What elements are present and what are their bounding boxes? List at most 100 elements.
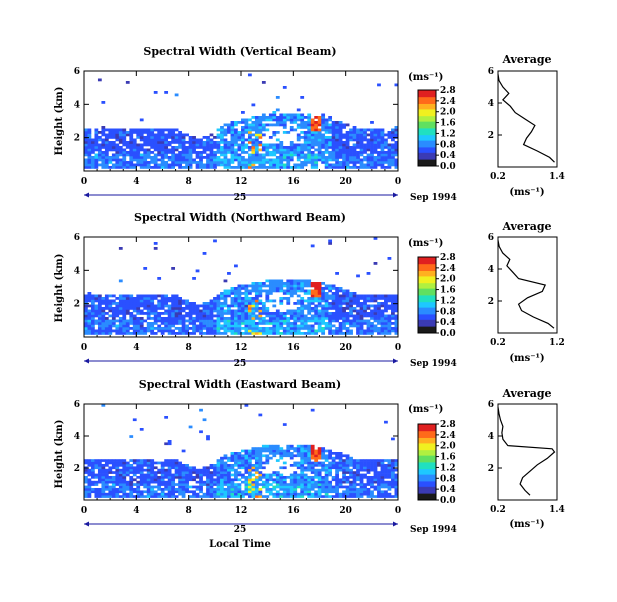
heatmap-cell — [188, 153, 193, 157]
heatmap-cell — [366, 332, 371, 335]
heatmap-cell — [303, 324, 308, 328]
colorbar-segment — [418, 428, 436, 430]
heatmap-cell — [241, 156, 245, 159]
heatmap-cell — [237, 485, 242, 489]
heatmap-cell — [335, 133, 339, 137]
colorbar-segment — [418, 107, 436, 110]
heatmap-cell — [370, 468, 374, 472]
x-tick-label: 0 — [81, 343, 87, 353]
heatmap-cell — [181, 309, 186, 313]
heatmap-cell — [87, 490, 92, 494]
heatmap-cell — [359, 314, 364, 318]
heatmap-cell — [125, 473, 130, 477]
heatmap-cell — [136, 319, 141, 323]
heatmap-cell — [303, 292, 308, 295]
heatmap-cell — [380, 136, 385, 139]
heatmap-cell — [265, 153, 270, 157]
heatmap-cell — [97, 476, 102, 479]
colorbar-segment — [418, 443, 436, 445]
heatmap-cell — [384, 485, 388, 489]
heatmap-cell — [310, 464, 315, 467]
heatmap-cell — [314, 131, 319, 134]
heatmap-cell — [227, 319, 231, 323]
colorbar-segment — [418, 152, 436, 155]
heatmap-cell — [310, 456, 315, 460]
heatmap-cell — [335, 488, 339, 491]
heatmap-cell — [171, 314, 176, 318]
heatmap-cell — [178, 133, 182, 137]
heatmap-cell — [87, 141, 92, 144]
heatmap-cell — [160, 158, 165, 162]
heatmap-cell — [125, 141, 130, 144]
heatmap-cell — [90, 309, 95, 313]
heatmap-cell — [118, 299, 123, 303]
heatmap-cell — [209, 480, 214, 484]
heatmap-cell — [310, 327, 315, 330]
heatmap-cell — [338, 304, 343, 308]
heatmap-cell — [153, 327, 158, 330]
heatmap-cell — [265, 123, 270, 127]
heatmap-cell — [366, 166, 371, 169]
heatmap-cell — [282, 492, 287, 496]
heatmap-cell — [118, 141, 123, 144]
heatmap-cell — [293, 476, 298, 479]
heatmap-cell — [289, 118, 294, 122]
heatmap-cell — [122, 302, 127, 305]
heatmap-cell — [258, 466, 263, 470]
heatmap-cell — [384, 420, 388, 424]
heatmap-cell — [244, 464, 249, 467]
heatmap-cell — [230, 304, 235, 308]
heatmap-cell — [244, 307, 249, 310]
heatmap-cell — [289, 495, 294, 498]
heatmap-cell — [272, 329, 277, 333]
heatmap-cell — [104, 151, 109, 154]
heatmap-cell — [373, 158, 378, 162]
heatmap-cell — [331, 136, 336, 139]
heatmap-cell — [87, 459, 92, 462]
heatmap-cell — [338, 294, 343, 298]
heatmap-cell — [342, 471, 346, 474]
heatmap-cell — [272, 131, 277, 134]
heatmap-cell — [139, 118, 144, 122]
heatmap-cell — [227, 304, 231, 308]
heatmap-cell — [199, 153, 203, 157]
heatmap-cell — [206, 163, 210, 167]
heatmap-cell — [261, 495, 266, 498]
heatmap-cell — [223, 279, 228, 283]
heatmap-cell — [146, 492, 151, 496]
heatmap-cell — [391, 163, 395, 167]
heatmap-cell — [338, 454, 343, 458]
heatmap-cell — [328, 452, 333, 455]
heatmap-plot-area — [84, 73, 399, 169]
heatmap-cell — [153, 314, 158, 318]
heatmap-cell — [199, 490, 203, 494]
heatmap-cell — [244, 289, 249, 293]
heatmap-cell — [132, 329, 137, 333]
heatmap-cell — [213, 161, 217, 164]
heatmap-cell — [181, 478, 186, 482]
heatmap-cell — [370, 141, 374, 144]
heatmap-cell — [216, 492, 221, 496]
heatmap-cell — [359, 141, 364, 144]
heatmap-cell — [307, 148, 312, 152]
heatmap-cell — [178, 466, 182, 470]
heatmap-cell — [349, 312, 353, 315]
heatmap-cell — [153, 161, 158, 164]
heatmap-cell — [237, 492, 242, 496]
heatmap-cell — [167, 136, 172, 139]
heatmap-cell — [314, 156, 319, 159]
heatmap-cell — [286, 299, 291, 303]
heatmap-cell — [157, 294, 162, 298]
heatmap-cell — [377, 483, 381, 486]
heatmap-cell — [181, 151, 186, 154]
colorbar-segment — [418, 98, 436, 100]
heatmap-cell — [289, 473, 294, 477]
heatmap-cell — [150, 324, 155, 328]
heatmap-cell — [303, 307, 308, 310]
heatmap-cell — [104, 161, 109, 164]
heatmap-cell — [167, 131, 172, 134]
heatmap-cell — [324, 459, 329, 462]
heatmap-cell — [94, 294, 99, 298]
heatmap-cell — [209, 319, 214, 323]
heatmap-cell — [258, 128, 263, 132]
